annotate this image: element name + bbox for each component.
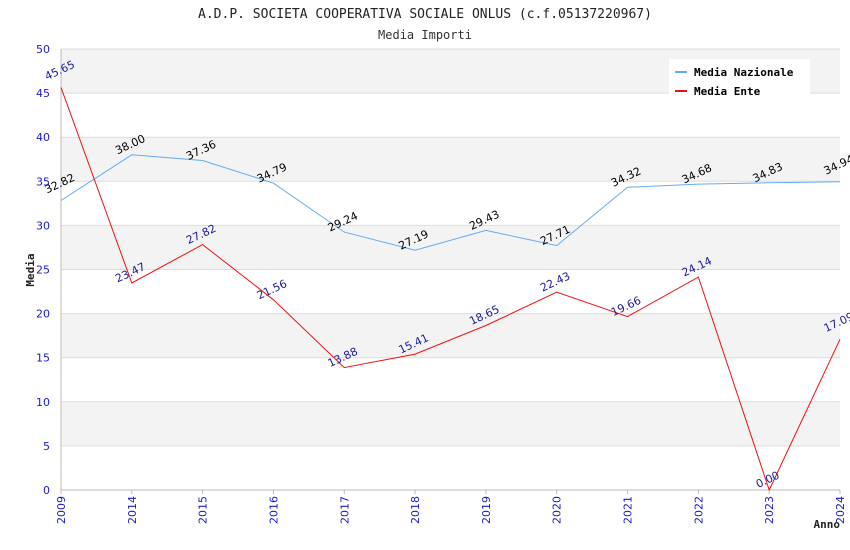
x-tick-label: 2024 [834, 496, 847, 524]
y-tick-labels: 0 5 10 15 20 25 30 35 40 45 50 [36, 43, 50, 497]
x-tick-label: 2015 [197, 496, 210, 524]
series-line-media-nazionale [60, 154, 841, 251]
grid-band [61, 313, 840, 358]
y-tick-label: 45 [36, 87, 50, 100]
x-axis-title: Anno [814, 518, 841, 531]
x-tick-label: 2023 [763, 496, 776, 524]
y-tick-label: 35 [36, 175, 50, 188]
legend-box [669, 59, 810, 99]
series-lines [60, 87, 841, 492]
x-tick-label: 2022 [692, 496, 705, 524]
x-tick-label: 2014 [126, 496, 139, 524]
x-tick-label: 2016 [267, 496, 280, 524]
chart-subtitle: Media Importi [378, 28, 472, 42]
y-axis-title: Media [24, 253, 37, 286]
y-tick-label: 30 [36, 219, 50, 232]
data-label: 22.43 [538, 269, 572, 294]
y-tick-label: 10 [36, 396, 50, 409]
y-tick-label: 0 [43, 484, 50, 497]
legend-label: Media Ente [694, 85, 761, 98]
grid-band [61, 225, 840, 270]
legend: Media Nazionale Media Ente [669, 59, 810, 99]
x-tick-label: 2021 [622, 496, 635, 524]
grid-bands [61, 49, 840, 446]
x-tick-label: 2018 [409, 496, 422, 524]
x-tick-label: 2019 [480, 496, 493, 524]
x-tick-label: 2017 [338, 496, 351, 524]
y-tick-label: 15 [36, 352, 50, 365]
y-tick-label: 25 [36, 264, 50, 277]
legend-label: Media Nazionale [694, 66, 794, 79]
y-tick-label: 5 [43, 440, 50, 453]
data-label: 0.00 [754, 469, 782, 491]
grid-band [61, 137, 840, 182]
x-tick-label: 2009 [55, 496, 68, 524]
x-tick-labels: 2009 2014 2015 2016 2017 2018 2019 2020 2021 2022… [55, 490, 847, 524]
y-tick-label: 20 [36, 308, 50, 321]
series-line-media-ente [60, 87, 841, 492]
grid-lines [61, 48, 840, 491]
y-tick-label: 40 [36, 131, 50, 144]
x-tick-label: 2020 [551, 496, 564, 524]
y-tick-label: 50 [36, 43, 50, 56]
chart-title: A.D.P. SOCIETA COOPERATIVA SOCIALE ONLUS… [198, 7, 652, 22]
axes [60, 49, 840, 491]
grid-band [61, 401, 840, 446]
